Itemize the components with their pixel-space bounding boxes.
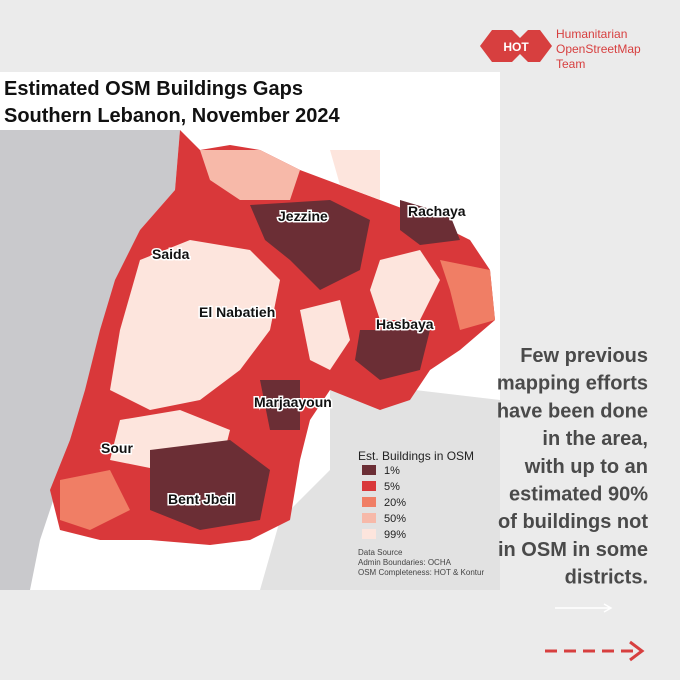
map-region — [330, 150, 380, 200]
legend-label: 5% — [384, 481, 400, 493]
arrow-head — [603, 603, 613, 613]
side-line: of buildings not — [498, 511, 648, 533]
source-line: Admin Boundaries: OCHA — [358, 558, 452, 567]
district-label: Sour — [101, 440, 133, 456]
side-line: mapping efforts — [497, 373, 648, 395]
source-line: Data Source — [358, 548, 403, 557]
district-label: Bent Jbeil — [168, 491, 235, 507]
logo-line: Humanitarian — [556, 27, 627, 41]
arrow-head — [629, 640, 645, 662]
legend-label: 50% — [384, 513, 406, 525]
district-label: El Nabatieh — [199, 304, 275, 320]
legend-label: 1% — [384, 465, 400, 477]
logo-mark — [480, 30, 552, 62]
map-region — [150, 440, 270, 530]
map-region — [110, 240, 280, 410]
logo-line: Team — [556, 57, 585, 71]
title-box — [0, 72, 400, 130]
logo-badge: HOT — [503, 40, 529, 54]
district-label: Hasbaya — [376, 316, 434, 332]
map-region — [200, 150, 300, 200]
map-region — [440, 260, 495, 330]
map-title: Southern Lebanon, November 2024 — [4, 105, 341, 127]
map-region — [355, 330, 430, 380]
legend-swatch — [362, 481, 376, 491]
legend: 1% 5% 20% 50% 99% — [362, 465, 406, 541]
legend-title: Est. Buildings in OSM — [358, 449, 474, 463]
map-region — [250, 200, 370, 290]
logo-line: OpenStreetMap — [556, 42, 641, 56]
side-line: in OSM in some — [498, 539, 648, 561]
legend-label: 99% — [384, 529, 406, 541]
legend-swatch — [362, 465, 376, 475]
district-label: Rachaya — [408, 203, 466, 219]
neighbor-land — [260, 380, 500, 590]
sea — [0, 130, 180, 590]
side-line: Few previous — [520, 345, 648, 367]
legend-swatch — [362, 529, 376, 539]
map-region — [400, 200, 460, 245]
district-label: Marjaayoun — [254, 394, 332, 410]
source-line: OSM Completeness: HOT & Kontur — [358, 568, 484, 577]
side-text: Few previous mapping efforts have been don… — [497, 345, 648, 589]
side-line: have been done — [497, 400, 648, 422]
side-line: with up to an — [524, 456, 648, 478]
district-label: Saida — [152, 246, 190, 262]
side-line: districts. — [565, 567, 648, 589]
map-region — [370, 250, 440, 320]
legend-label: 20% — [384, 497, 406, 509]
legend-swatch — [362, 513, 376, 523]
district-label: Jezzine — [278, 208, 328, 224]
map-title: Estimated OSM Buildings Gaps — [4, 78, 303, 100]
side-line: estimated 90% — [509, 484, 648, 506]
map-region — [260, 380, 300, 430]
side-line: in the area, — [542, 428, 648, 450]
map-region — [300, 300, 350, 370]
legend-swatch — [362, 497, 376, 507]
map-region — [60, 470, 130, 530]
